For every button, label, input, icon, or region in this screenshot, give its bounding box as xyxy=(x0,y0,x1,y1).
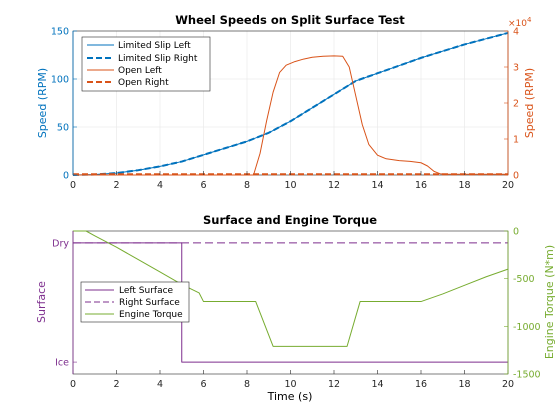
top-left-y-tick-label: 150 xyxy=(51,27,69,38)
bottom-x-tick-label: 20 xyxy=(502,379,514,390)
bottom-x-tick-label: 4 xyxy=(157,379,163,390)
bottom-right-y-tick-label: -500 xyxy=(513,274,535,285)
top-x-tick-label: 14 xyxy=(371,180,383,191)
bottom-x-tick-label: 10 xyxy=(284,379,296,390)
bottom-legend: Left Surface Right Surface Engine Torque xyxy=(81,282,189,322)
top-right-y-tick-label: 1 xyxy=(513,135,519,146)
top-x-tick-label: 20 xyxy=(502,180,514,191)
bottom-right-y-tick-label: -1000 xyxy=(513,322,541,333)
top-right-y-tick-label: 3 xyxy=(513,63,519,74)
legend-label-engine-torque: Engine Torque xyxy=(119,310,183,320)
top-x-tick-label: 2 xyxy=(113,180,119,191)
legend-label-left-surface: Left Surface xyxy=(119,286,174,296)
top-x-tick-label: 6 xyxy=(200,180,206,191)
top-x-tick-label: 4 xyxy=(157,180,163,191)
legend-label-limited-slip-right: Limited Slip Right xyxy=(118,54,198,64)
bottom-right-y-tick-label: 0 xyxy=(513,227,519,238)
legend-label-open-left: Open Left xyxy=(118,66,162,76)
top-x-tick-label: 12 xyxy=(328,180,340,191)
bottom-left-y-tick-label: Ice xyxy=(55,358,69,369)
bottom-x-tick-label: 12 xyxy=(328,379,340,390)
bottom-x-tick-label: 16 xyxy=(415,379,427,390)
top-x-tick-label: 0 xyxy=(70,180,76,191)
top-x-tick-label: 10 xyxy=(284,180,296,191)
bottom-x-tick-label: 6 xyxy=(200,379,206,390)
legend-label-limited-slip-left: Limited Slip Left xyxy=(118,41,191,51)
bottom-x-axis-label: Time (s) xyxy=(267,390,313,403)
top-left-y-axis-label: Speed (RPM) xyxy=(36,68,49,138)
top-right-y-axis-label: Speed (RPM) xyxy=(523,68,536,138)
bottom-left-y-axis-label: Surface xyxy=(35,281,48,323)
top-x-tick-label: 18 xyxy=(458,180,470,191)
top-left-y-tick-label: 100 xyxy=(51,75,69,86)
top-right-y-tick-label: 0 xyxy=(513,171,519,182)
legend-label-right-surface: Right Surface xyxy=(119,298,180,308)
top-left-y-tick-label: 0 xyxy=(63,171,69,182)
bottom-chart-title: Surface and Engine Torque xyxy=(203,213,377,227)
bottom-x-tick-label: 14 xyxy=(371,379,383,390)
top-legend: Limited Slip Left Limited Slip Right Ope… xyxy=(82,37,210,91)
bottom-left-y-tick-label: Dry xyxy=(52,238,69,249)
bottom-x-tick-label: 2 xyxy=(113,379,119,390)
top-x-tick-label: 16 xyxy=(415,180,427,191)
bottom-x-tick-label: 18 xyxy=(458,379,470,390)
top-x-tick-label: 8 xyxy=(244,180,250,191)
bottom-x-tick-label: 8 xyxy=(244,379,250,390)
top-right-y-tick-label: 2 xyxy=(513,99,519,110)
legend-label-open-right: Open Right xyxy=(118,78,169,88)
bottom-x-tick-label: 0 xyxy=(70,379,76,390)
bottom-right-y-tick-label: -1500 xyxy=(513,370,541,381)
top-chart-title: Wheel Speeds on Split Surface Test xyxy=(175,13,405,27)
top-left-y-tick-label: 50 xyxy=(57,123,69,134)
bottom-right-y-axis-label: Engine Torque (N*m) xyxy=(543,245,556,359)
